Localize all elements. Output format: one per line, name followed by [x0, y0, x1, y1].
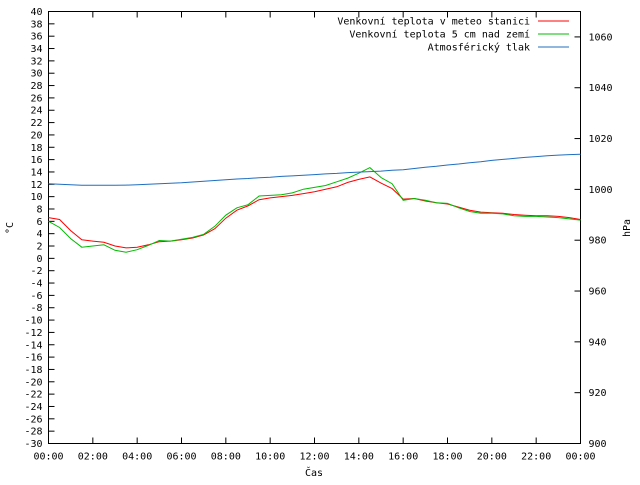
y-tick-label: -18: [24, 365, 42, 376]
y-tick-label: 34: [30, 44, 42, 55]
y-tick-label: -12: [24, 328, 42, 339]
y-tick-label: 2: [36, 242, 42, 253]
y2-tick-label: 960: [589, 287, 607, 298]
y-tick-label: 36: [30, 32, 42, 43]
y2-axis-label: hPa: [622, 219, 633, 237]
x-axis-label: Čas: [305, 466, 323, 479]
y-tick-label: 0: [36, 254, 42, 265]
y-tick-label: 40: [30, 7, 42, 18]
x-tick-label: 00:00: [33, 452, 63, 463]
y2-tick-label: 980: [589, 236, 607, 247]
series-line-3: [48, 153, 581, 186]
y2-tick-label: 1020: [589, 134, 613, 145]
y-tick-label: -10: [24, 316, 42, 327]
y-tick-label: -26: [24, 414, 42, 425]
y-tick-label: 30: [30, 69, 42, 80]
y-tick-label: -20: [24, 377, 42, 388]
series-line-1: [48, 176, 581, 249]
y-axis-label: °C: [5, 222, 16, 234]
x-axis: 00:00 02:00 04:00 06:00 08:00 10:00 12:00 14:00…: [33, 11, 596, 463]
y2-tick-label: 940: [589, 337, 607, 348]
y-tick-label: 20: [30, 130, 42, 141]
y2-tick-label: 1060: [589, 32, 613, 43]
x-tick-label: 22:00: [521, 452, 551, 463]
x-tick-label: 14:00: [344, 452, 374, 463]
x-tick-label: 08:00: [211, 452, 241, 463]
y-axis-right: 1060 1040 1020 1000 980 960 940 920 900: [574, 32, 613, 450]
y-tick-label: 14: [30, 167, 42, 178]
legend-label: Atmosférický tlak: [428, 42, 530, 54]
y-tick-label: -22: [24, 390, 42, 401]
y-axis-left: 4038363432302826242220181614121086420-2-…: [24, 7, 55, 450]
series-line-2: [48, 167, 581, 253]
y-tick-label: 32: [30, 56, 42, 67]
x-tick-label: 02:00: [78, 452, 108, 463]
y-tick-label: -6: [30, 291, 42, 302]
y-tick-label: -30: [24, 439, 42, 450]
x-tick-label: 12:00: [299, 452, 329, 463]
y-tick-label: 6: [36, 217, 42, 228]
x-tick-label: 06:00: [166, 452, 196, 463]
legend-label: Venkovní teplota v meteo stanici: [337, 16, 530, 28]
y-tick-label: 12: [30, 180, 42, 191]
y-tick-label: -16: [24, 353, 42, 364]
y-tick-label: 8: [36, 204, 42, 215]
x-tick-label: 10:00: [255, 452, 285, 463]
y-tick-label: 38: [30, 19, 42, 30]
x-tick-label: 18:00: [432, 452, 462, 463]
y-tick-label: 10: [30, 192, 42, 203]
legend-label: Venkovní teplota 5 cm nad zemí: [349, 29, 530, 41]
y2-tick-label: 920: [589, 388, 607, 399]
x-tick-label: 04:00: [122, 452, 152, 463]
legend: Venkovní teplota v meteo staniciVenkovní…: [337, 16, 569, 54]
x-tick-label: 00:00: [565, 452, 595, 463]
x-tick-label: 20:00: [477, 452, 507, 463]
y-tick-label: -14: [24, 340, 42, 351]
y-tick-label: -4: [30, 279, 42, 290]
series-lines: [48, 153, 581, 253]
y-tick-label: -8: [30, 303, 42, 314]
y-tick-label: 4: [36, 229, 42, 240]
y2-tick-label: 1000: [589, 185, 613, 196]
y-tick-label: 16: [30, 155, 42, 166]
y-tick-label: 26: [30, 93, 42, 104]
plot-frame: [48, 11, 581, 444]
y-tick-label: -2: [30, 266, 42, 277]
y-tick-label: 18: [30, 143, 42, 154]
y-tick-label: 22: [30, 118, 42, 129]
x-tick-label: 16:00: [388, 452, 418, 463]
y-tick-label: 24: [30, 106, 42, 117]
y-tick-label: -28: [24, 427, 42, 438]
y-tick-label: 28: [30, 81, 42, 92]
y2-tick-label: 1040: [589, 83, 613, 94]
y-tick-label: -24: [24, 402, 42, 413]
y2-tick-label: 900: [589, 439, 607, 450]
